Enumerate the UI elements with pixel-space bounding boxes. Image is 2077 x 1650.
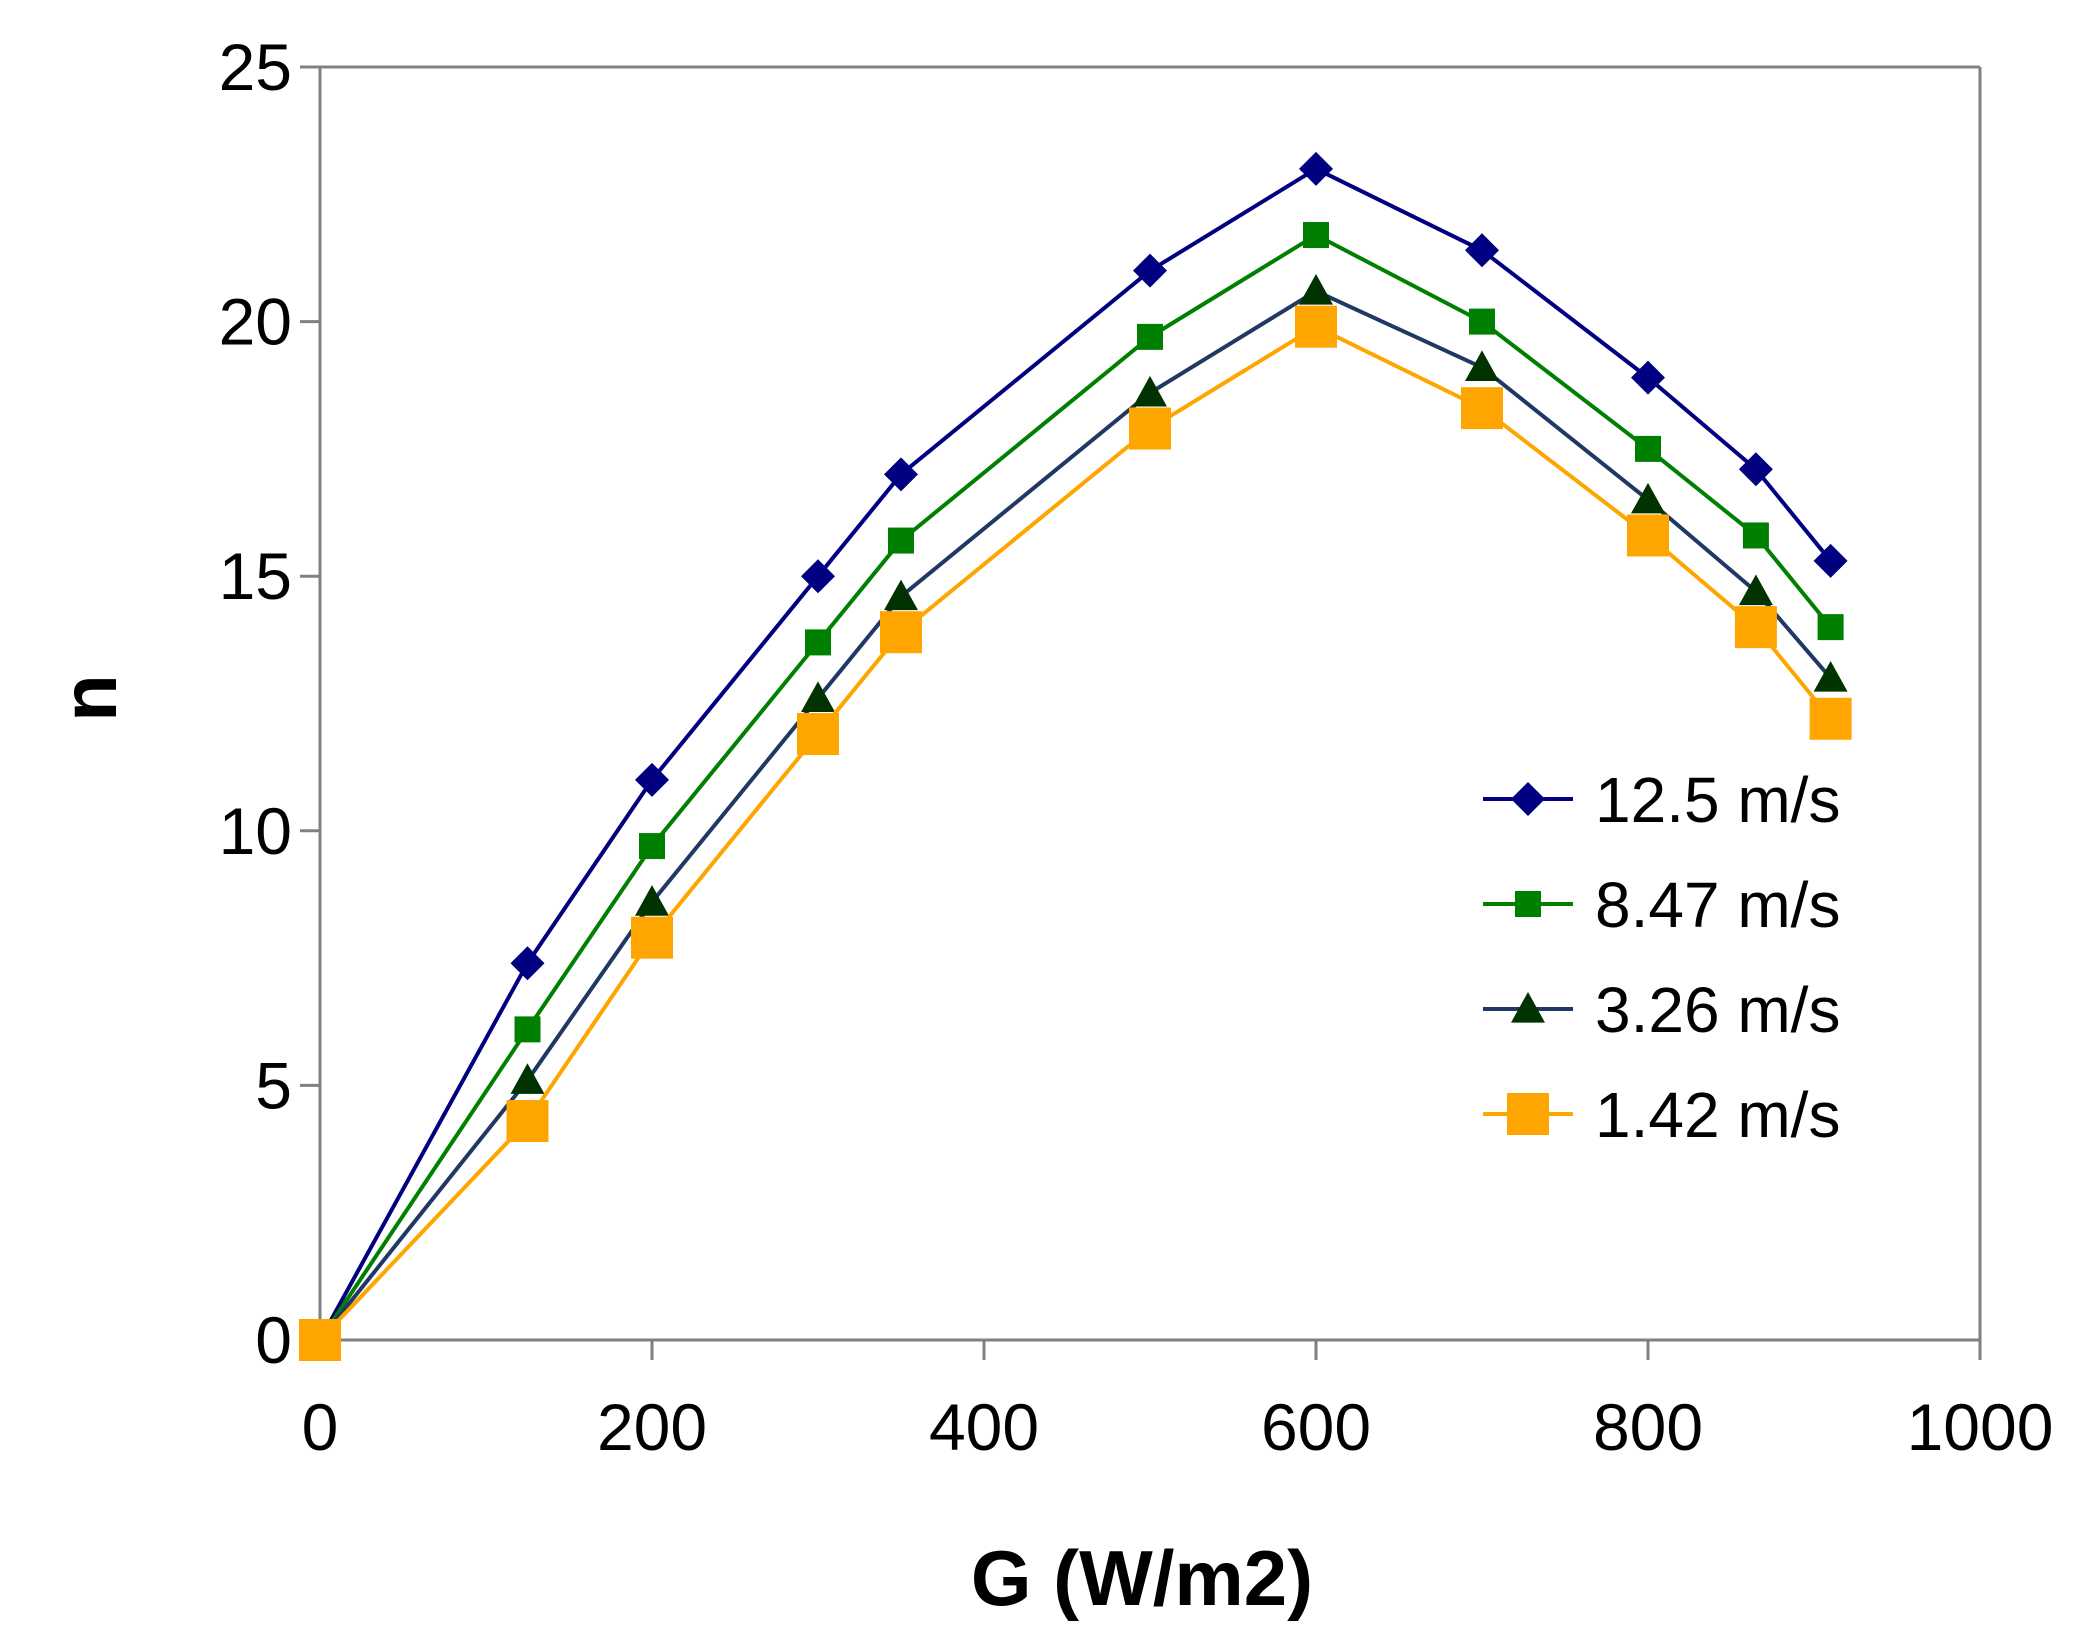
data-point [1133, 375, 1167, 407]
series-8-47-m-s [307, 222, 1844, 1353]
legend-label: 1.42 m/s [1595, 1079, 1840, 1151]
data-point [1817, 614, 1844, 641]
data-point [1129, 407, 1171, 450]
y-tick-label: 25 [219, 30, 292, 104]
legend-label: 3.26 m/s [1595, 974, 1840, 1046]
x-tick-label: 400 [929, 1390, 1039, 1464]
data-point [805, 629, 831, 656]
data-point [1631, 360, 1665, 395]
data-point [1133, 253, 1167, 288]
y-axis: 0 5 10 15 20 25 [219, 30, 320, 1377]
data-point [880, 611, 922, 654]
data-point [1299, 151, 1333, 186]
data-point [1738, 452, 1773, 487]
data-point [1635, 435, 1661, 462]
data-point [884, 457, 918, 492]
series-12-5-m-s [303, 151, 1848, 1357]
legend-marker [1515, 891, 1541, 917]
data-point [510, 946, 545, 981]
data-point [635, 762, 669, 797]
data-point [631, 916, 673, 959]
data-point [635, 885, 669, 916]
data-point [1809, 697, 1852, 740]
y-tick-label: 0 [255, 1303, 292, 1377]
data-point [514, 1016, 541, 1043]
data-point [1734, 606, 1777, 649]
data-point [801, 559, 835, 594]
x-tick-label: 200 [597, 1390, 707, 1464]
legend-label: 8.47 m/s [1595, 869, 1840, 941]
y-tick-label: 20 [219, 285, 292, 359]
series-1-42-m-s [299, 305, 1852, 1361]
data-point [1813, 543, 1848, 578]
data-point [1742, 522, 1769, 549]
data-point [1469, 308, 1495, 335]
y-tick-label: 15 [219, 539, 292, 613]
data-point [888, 527, 914, 554]
data-point [884, 579, 918, 611]
legend-marker [1511, 782, 1545, 816]
data-point [1465, 350, 1499, 382]
data-point [1137, 323, 1163, 350]
data-point [1738, 574, 1773, 606]
data-point [1295, 305, 1337, 348]
legend-item: 3.26 m/s [1483, 974, 1840, 1046]
legend-marker [1507, 1093, 1549, 1135]
legend-item: 1.42 m/s [1483, 1079, 1840, 1151]
data-point [1461, 387, 1503, 430]
plot-area [318, 65, 1982, 1342]
legend-item: 8.47 m/s [1483, 869, 1840, 941]
data-point [639, 833, 665, 860]
x-tick-label: 800 [1593, 1390, 1703, 1464]
data-point [1813, 661, 1848, 692]
x-axis: 0 200 400 600 800 1000 [302, 1340, 2054, 1464]
data-point [801, 681, 835, 713]
data-point [797, 713, 839, 756]
legend-marker [1511, 992, 1545, 1023]
legend-item: 12.5 m/s [1483, 764, 1840, 836]
series-layer [299, 151, 1852, 1361]
y-tick-label: 10 [219, 794, 292, 868]
y-tick-label: 5 [255, 1048, 292, 1122]
data-point [506, 1100, 549, 1143]
legend-label: 12.5 m/s [1595, 764, 1840, 836]
x-tick-label: 0 [302, 1390, 339, 1464]
x-axis-title: G (W/m2) [971, 1534, 1313, 1622]
legend: 12.5 m/s 8.47 m/s 3.26 m/s 1.42 m/s [1483, 764, 1840, 1151]
x-tick-label: 1000 [1907, 1390, 2054, 1464]
data-point [1627, 514, 1669, 557]
x-tick-label: 600 [1261, 1390, 1371, 1464]
data-point [299, 1319, 341, 1361]
data-point [1299, 274, 1333, 305]
data-point [1303, 222, 1329, 249]
data-point [1631, 482, 1665, 514]
series-line [318, 166, 1833, 1341]
data-point [510, 1063, 545, 1094]
data-point [1465, 233, 1499, 268]
y-axis-title: n [45, 674, 133, 722]
